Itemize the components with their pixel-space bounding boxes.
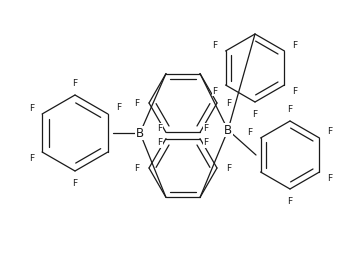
Text: F: F	[157, 138, 162, 147]
Text: F: F	[248, 127, 253, 136]
Text: F: F	[252, 110, 257, 119]
Text: F: F	[213, 87, 218, 96]
Text: F: F	[29, 154, 34, 162]
Text: F: F	[292, 87, 297, 96]
Text: F: F	[204, 124, 209, 133]
Text: F: F	[287, 104, 293, 113]
Text: F: F	[287, 197, 293, 205]
Text: B: B	[136, 126, 144, 140]
Text: F: F	[116, 104, 121, 112]
Text: F: F	[157, 124, 162, 133]
Text: F: F	[204, 138, 209, 147]
Text: F: F	[327, 174, 332, 183]
Text: F: F	[327, 127, 332, 136]
Text: B: B	[224, 124, 232, 136]
Text: F: F	[72, 78, 78, 88]
Text: F: F	[134, 163, 140, 172]
Text: F: F	[213, 40, 218, 49]
Text: F: F	[72, 178, 78, 188]
Text: F: F	[292, 40, 297, 49]
Text: F: F	[134, 98, 140, 107]
Text: F: F	[226, 98, 232, 107]
Text: F: F	[29, 104, 34, 112]
Text: F: F	[226, 163, 232, 172]
